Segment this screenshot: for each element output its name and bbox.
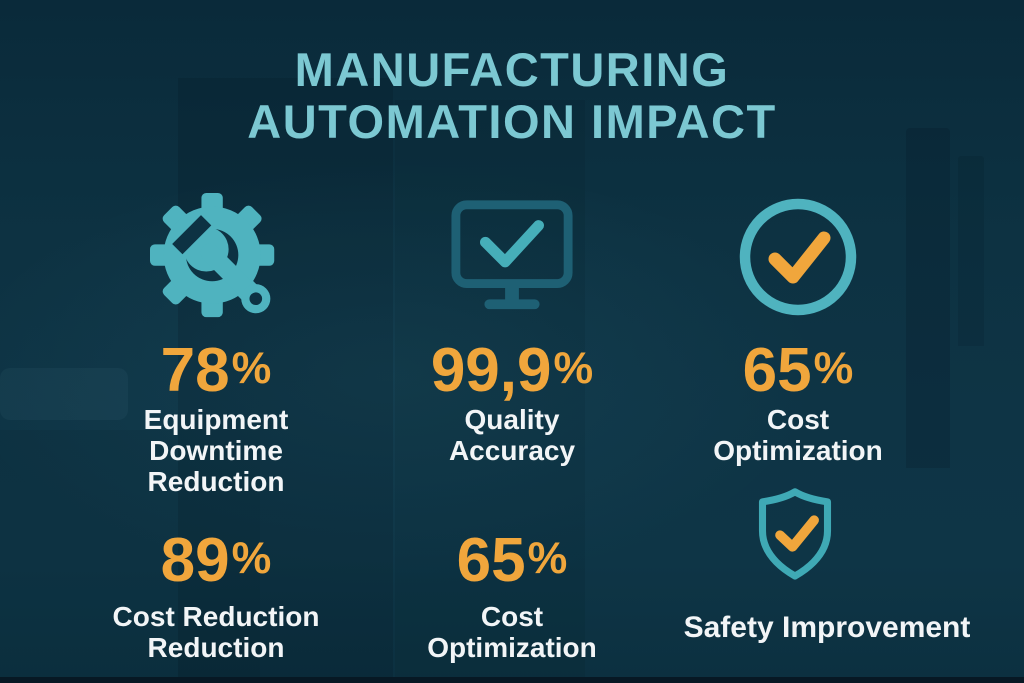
percent-sign: % [553,344,594,393]
factory-silhouette [395,100,585,683]
factory-silhouette [178,78,393,683]
stat-label: Equipment Downtime Reduction [66,404,366,497]
vehicle-silhouette [0,368,128,420]
stat-value: 78% [66,336,366,404]
stat-label-line: Accuracy [448,435,576,466]
percent-sign: % [813,344,854,393]
stat-label-line: Quality [464,404,560,435]
stat-value-number: 65 [456,526,526,595]
chimney-silhouette [958,156,984,346]
stat-label: Quality Accuracy [362,404,662,466]
stat-label-line: Cost Reduction [112,601,320,632]
page-title-line2: AUTOMATION IMPACT [247,95,777,148]
stat-label-line: Cost [766,404,830,435]
stat-label: Cost Reduction Reduction [66,601,366,663]
stat-label-line: Cost [480,601,544,632]
percent-sign: % [527,534,568,583]
gear-wrench-icon [66,192,366,322]
stat-value-number: 89 [160,526,230,595]
monitor-check-icon [362,192,662,322]
stat-label-line: Optimization [427,632,597,663]
stat-label: Cost Optimization [648,404,948,466]
page-title-line1: MANUFACTURING [294,43,730,96]
stat-value: 65% [362,526,662,594]
chimney-silhouette [906,128,950,468]
bottom-edge-strip [0,677,1024,683]
stat-label: Cost Optimization [362,601,662,663]
stat-safety-improvement: Safety Improvement [648,486,998,646]
stat-equipment-downtime: 78% Equipment Downtime Reduction [66,192,366,497]
stat-label-line: Reduction [147,466,285,497]
stat-value-number: 78 [160,336,230,405]
page-title: MANUFACTURING AUTOMATION IMPACT [0,44,1024,148]
stat-value: 65% [648,336,948,404]
stat-value: 99,9% [362,336,662,404]
circle-check-icon [648,192,948,322]
shield-check-icon [620,486,970,586]
stat-value-number: 99,9 [430,336,552,405]
stat-value-number: 65 [742,336,812,405]
percent-sign: % [231,534,272,583]
stat-label-line: Reduction [147,632,285,663]
stat-quality-accuracy: 99,9% Quality Accuracy [362,192,662,466]
stat-cost-reduction: 89% Cost Reduction Reduction [66,512,366,664]
stat-label-line: Downtime [149,435,283,466]
stat-label: Safety Improvement [683,611,971,644]
percent-sign: % [231,344,272,393]
factory-silhouette [0,430,260,683]
stat-value: 89% [66,526,366,594]
stat-label-line: Equipment [143,404,289,435]
stat-cost-optimization-bottom: 65% Cost Optimization [362,512,662,664]
stat-cost-optimization-top: 65% Cost Optimization [648,192,948,466]
stat-label-line: Optimization [713,435,883,466]
